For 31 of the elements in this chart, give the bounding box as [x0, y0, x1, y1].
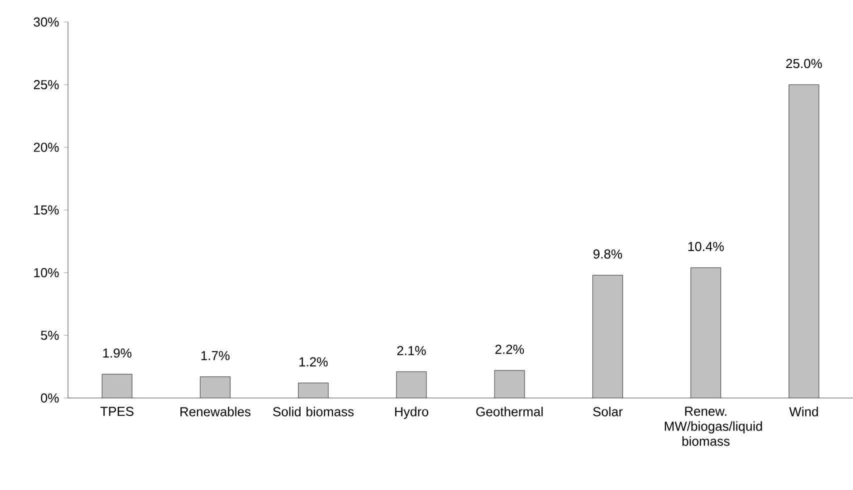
bar: [298, 382, 328, 398]
data-label: 1.9%: [103, 348, 132, 358]
y-tick-label: 0%: [40, 393, 59, 403]
x-tick-label: Renew. MW/biogas/liquid biomass: [664, 406, 762, 446]
bar: [200, 376, 230, 398]
data-label: 2.1%: [397, 346, 426, 356]
x-tick-label: Wind: [789, 406, 818, 416]
bar: [592, 275, 623, 398]
bar: [396, 372, 426, 398]
bar: [690, 268, 721, 398]
x-tick-label: Hydro: [395, 406, 428, 419]
data-label: 10.4%: [688, 242, 724, 252]
x-tick-label: Renewables: [180, 406, 250, 416]
x-tick-label: TPES: [100, 406, 134, 416]
x-tick-label: Geothermal: [476, 406, 543, 416]
data-label: 1.2%: [299, 357, 328, 366]
bar: [102, 374, 132, 398]
y-tick-label: 25%: [34, 80, 59, 90]
bar: [494, 370, 525, 398]
x-tick-label: Solar: [593, 406, 623, 416]
data-label: 1.7%: [201, 351, 230, 360]
bar: [788, 84, 820, 398]
y-tick-label: 10%: [34, 268, 59, 278]
y-tick-label: 30%: [34, 17, 59, 27]
y-tick-label: 15%: [34, 205, 59, 215]
data-label: 9.8%: [593, 249, 622, 259]
y-tick-label: 5%: [40, 330, 59, 340]
x-tick-label: Solid biomass: [273, 406, 354, 416]
data-label: 2.2%: [495, 344, 524, 354]
data-label: 25.0%: [786, 58, 822, 68]
y-tick-label: 20%: [34, 142, 59, 152]
